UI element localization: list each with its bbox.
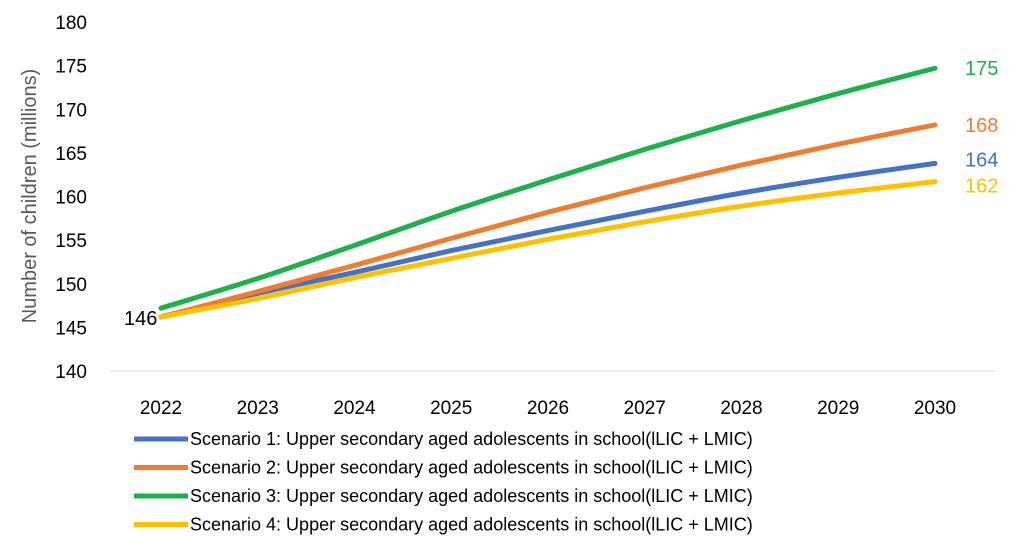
y-tick-label: 140 xyxy=(55,362,87,383)
annotations: 146 xyxy=(124,308,157,330)
end-label-scenario-1: 164 xyxy=(965,149,998,171)
y-tick-label: 170 xyxy=(55,100,87,121)
x-tick-label: 2026 xyxy=(527,398,569,419)
x-tick-label: 2030 xyxy=(914,398,956,419)
end-label-scenario-2: 168 xyxy=(965,115,998,137)
y-tick-label: 165 xyxy=(55,144,87,165)
x-tick-label: 2024 xyxy=(333,398,376,419)
legend-label-scenario-2: Scenario 2: Upper secondary aged adolesc… xyxy=(190,458,753,478)
y-tick-label: 145 xyxy=(55,318,87,339)
series-lines xyxy=(158,65,938,320)
y-axis-title: Number of children (millions) xyxy=(19,69,41,324)
end-label-scenario-3: 175 xyxy=(965,58,998,80)
x-axis: 2022 2023 2024 2025 2026 2027 2028 2029 2030 xyxy=(110,370,995,419)
y-tick-label: 175 xyxy=(55,57,87,78)
x-tick-label: 2025 xyxy=(430,398,472,419)
x-tick-label: 2023 xyxy=(237,398,279,419)
legend-label-scenario-4: Scenario 4: Upper secondary aged adolesc… xyxy=(190,515,753,535)
x-tick-label: 2028 xyxy=(720,398,762,419)
x-tick-label: 2022 xyxy=(140,398,182,419)
series-line-scenario-2 xyxy=(158,122,938,320)
legend: Scenario 1: Upper secondary aged adolesc… xyxy=(134,429,753,535)
x-tick-label: 2027 xyxy=(624,398,666,419)
y-axis: 140 145 150 155 160 165 170 175 180 xyxy=(55,13,87,383)
start-value-label: 146 xyxy=(124,308,157,330)
legend-label-scenario-1: Scenario 1: Upper secondary aged adolesc… xyxy=(190,429,753,449)
y-tick-label: 150 xyxy=(55,275,87,296)
y-tick-label: 160 xyxy=(55,188,87,209)
x-tick-label: 2029 xyxy=(817,398,859,419)
end-label-scenario-4: 162 xyxy=(965,176,998,198)
y-tick-label: 155 xyxy=(55,231,87,252)
y-tick-label: 180 xyxy=(55,13,87,34)
series-line-scenario-4 xyxy=(158,179,938,320)
series-line-scenario-1 xyxy=(158,160,938,320)
end-labels: 164 168 175 162 xyxy=(965,58,998,197)
series-line-scenario-3 xyxy=(158,65,938,311)
legend-label-scenario-3: Scenario 3: Upper secondary aged adolesc… xyxy=(190,486,753,506)
